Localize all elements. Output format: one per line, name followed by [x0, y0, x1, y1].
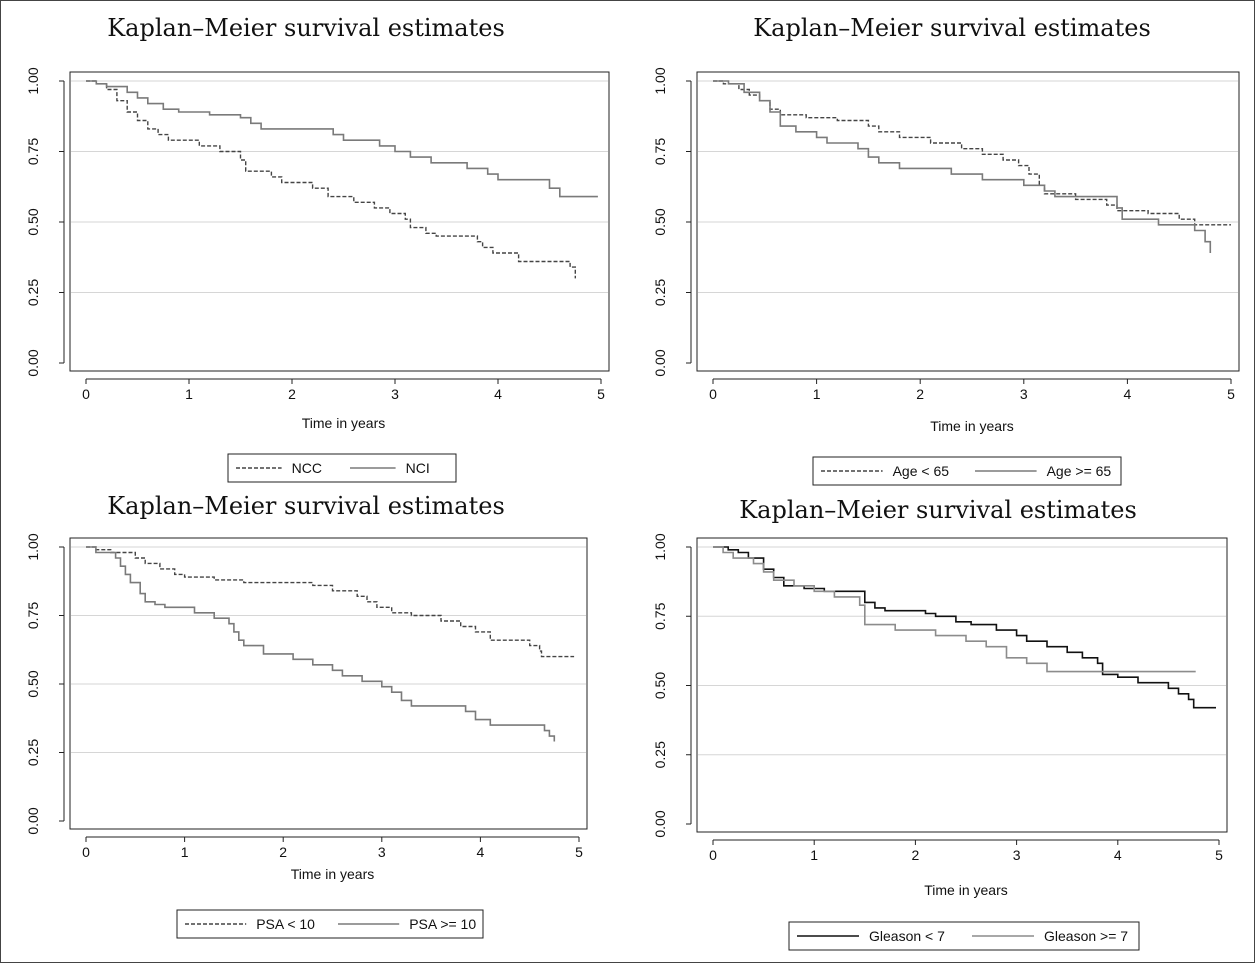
x-axis-title: Time in years	[924, 882, 1008, 898]
plot-frame	[69, 71, 610, 372]
x-tick-label: 3	[391, 386, 399, 402]
x-tick-label: 4	[1124, 386, 1132, 402]
x-axis-title: Time in years	[291, 866, 375, 882]
y-tick-label: 0.00	[25, 807, 41, 834]
survival-curve-2	[86, 546, 556, 742]
y-tick-label: 0.25	[652, 279, 668, 306]
km-panel-4: Kaplan–Meier survival estimates 0.00 0.25 0…	[652, 496, 1228, 951]
x-tick-label: 3	[1020, 386, 1028, 402]
legend: Age < 65 Age >= 65	[812, 456, 1122, 486]
x-tick-label: 1	[813, 386, 821, 402]
y-tick-label: 0.00	[652, 810, 668, 837]
legend: Gleason < 7 Gleason >= 7	[788, 921, 1140, 951]
x-tick-label: 2	[916, 386, 924, 402]
y-tick-label: 0.75	[652, 602, 668, 629]
x-tick-label: 0	[709, 847, 717, 863]
chart-title: Kaplan–Meier survival estimates	[107, 14, 505, 42]
x-tick-label: 2	[288, 386, 296, 402]
x-tick-label: 5	[1227, 386, 1235, 402]
legend-label: Age < 65	[893, 463, 950, 479]
x-tick-label: 0	[709, 386, 717, 402]
y-tick-label: 1.00	[652, 533, 668, 560]
y-tick-label: 0.50	[25, 208, 41, 235]
y-tick-label: 0.25	[652, 741, 668, 768]
y-tick-label: 0.75	[25, 602, 41, 629]
survival-curve-1	[86, 80, 576, 279]
x-tick-label: 2	[279, 844, 287, 860]
x-tick-label: 4	[494, 386, 502, 402]
km-panel-2: Kaplan–Meier survival estimates 0.00 0.25 0…	[652, 14, 1240, 486]
x-tick-label: 5	[575, 844, 583, 860]
survival-curve-2	[713, 546, 1196, 673]
x-tick-label: 3	[378, 844, 386, 860]
x-tick-label: 2	[912, 847, 920, 863]
x-tick-label: 5	[1215, 847, 1223, 863]
km-panel-1: Kaplan–Meier survival estimates 0.00 0.25 0…	[25, 14, 610, 483]
x-tick-label: 5	[597, 386, 605, 402]
plot-frame	[696, 71, 1240, 372]
x-tick-label: 4	[1114, 847, 1122, 863]
legend-label: NCI	[406, 460, 430, 476]
legend-label: PSA < 10	[256, 916, 315, 932]
legend-label: PSA >= 10	[409, 916, 476, 932]
legend-label: NCC	[292, 460, 322, 476]
legend-label: Gleason >= 7	[1044, 928, 1128, 944]
y-tick-label: 1.00	[652, 67, 668, 94]
y-tick-label: 0.00	[25, 349, 41, 376]
x-tick-label: 3	[1013, 847, 1021, 863]
survival-curve-1	[713, 80, 1231, 226]
y-tick-label: 0.75	[652, 138, 668, 165]
chart-title: Kaplan–Meier survival estimates	[739, 496, 1137, 524]
km-panel-3: Kaplan–Meier survival estimates 0.00 0.25 0…	[25, 492, 588, 939]
survival-curve-1	[86, 546, 575, 658]
y-tick-label: 0.75	[25, 138, 41, 165]
legend: NCC NCI	[227, 453, 457, 483]
plot-frame	[69, 537, 588, 830]
legend-label: Age >= 65	[1047, 463, 1112, 479]
y-tick-label: 0.25	[25, 279, 41, 306]
legend-label: Gleason < 7	[869, 928, 945, 944]
survival-curve-2	[713, 80, 1212, 253]
chart-title: Kaplan–Meier survival estimates	[107, 492, 505, 520]
survival-curve-2	[86, 80, 598, 198]
x-axis-title: Time in years	[302, 415, 386, 431]
x-tick-label: 1	[810, 847, 818, 863]
x-tick-label: 0	[82, 386, 90, 402]
y-tick-label: 1.00	[25, 67, 41, 94]
legend: PSA < 10 PSA >= 10	[176, 909, 484, 939]
y-tick-label: 0.50	[652, 672, 668, 699]
y-tick-label: 0.25	[25, 739, 41, 766]
x-tick-label: 0	[82, 844, 90, 860]
x-tick-label: 4	[477, 844, 485, 860]
x-axis-title: Time in years	[930, 418, 1014, 434]
y-tick-label: 0.50	[652, 208, 668, 235]
plot-frame	[696, 537, 1228, 833]
y-tick-label: 1.00	[25, 533, 41, 560]
x-tick-label: 1	[185, 386, 193, 402]
chart-title: Kaplan–Meier survival estimates	[753, 14, 1151, 42]
y-tick-label: 0.50	[25, 670, 41, 697]
x-tick-label: 1	[181, 844, 189, 860]
y-tick-label: 0.00	[652, 349, 668, 376]
